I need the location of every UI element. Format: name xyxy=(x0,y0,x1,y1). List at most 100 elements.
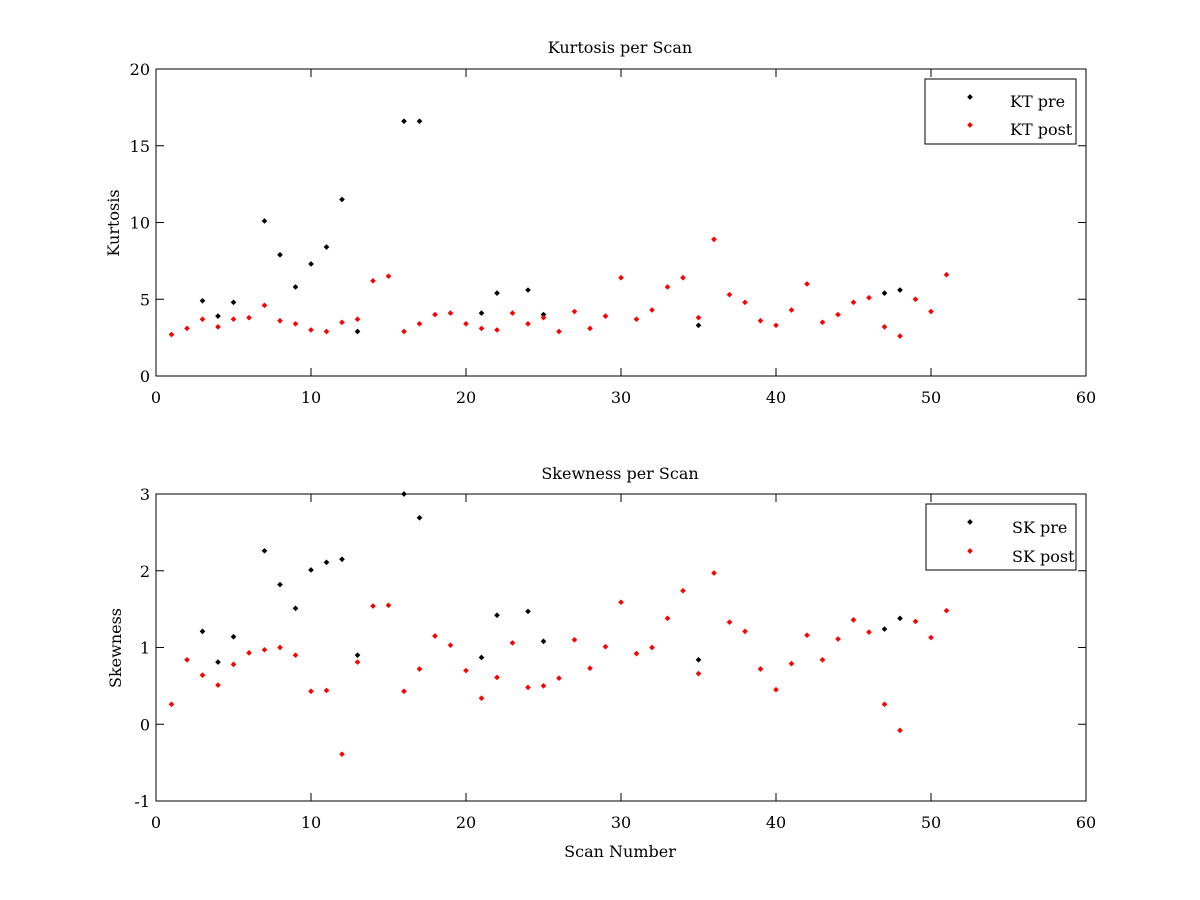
kurtosis-x-tick-label: 60 xyxy=(1076,388,1096,407)
skewness-post-point xyxy=(757,666,764,672)
skewness-post-point xyxy=(540,683,547,689)
kurtosis-post-point xyxy=(432,311,438,318)
kurtosis-post-point xyxy=(525,320,531,327)
skewness-post-point xyxy=(246,650,252,656)
skewness-legend: SK pre SK post xyxy=(925,503,1077,571)
skewness-post-point xyxy=(230,661,237,668)
kurtosis-pre-point xyxy=(494,290,500,296)
skewness-x-tick-label: 50 xyxy=(921,813,941,832)
kurtosis-post-point xyxy=(339,319,345,326)
skewness-post-point xyxy=(711,570,717,576)
kurtosis-post-point xyxy=(742,299,748,306)
skewness-x-tick-label: 0 xyxy=(151,813,161,832)
kurtosis-post-point xyxy=(602,313,609,319)
kurtosis-post-point xyxy=(478,325,485,332)
skewness-x-axis-label: Scan Number xyxy=(564,842,676,861)
skewness-y-tick-label: 2 xyxy=(140,562,150,581)
kurtosis-y-tick-label: 15 xyxy=(130,137,150,156)
kurtosis-post-point xyxy=(215,324,221,330)
kurtosis-post-point xyxy=(416,320,423,327)
skewness-pre-point xyxy=(215,659,221,665)
kurtosis-post-point xyxy=(788,307,795,313)
skewness-post-point xyxy=(354,659,361,665)
skewness-pre-point xyxy=(354,652,361,659)
kurtosis-post-point xyxy=(292,320,299,327)
kurtosis-post-point xyxy=(370,278,376,284)
kurtosis-y-tick-label: 0 xyxy=(140,367,150,386)
skewness-legend-label-pre: SK pre xyxy=(1012,518,1067,537)
skewness-legend-marker-pre xyxy=(967,519,973,525)
kurtosis-legend-label-post: KT post xyxy=(1010,120,1073,139)
skewness-post-point xyxy=(587,665,593,672)
skewness-y-tick-label: 0 xyxy=(140,715,150,734)
skewness-post-point xyxy=(261,646,268,653)
kurtosis-x-tick-label: 10 xyxy=(301,388,321,407)
skewness-pre-point xyxy=(323,559,330,566)
kurtosis-post-point xyxy=(261,302,268,309)
kurtosis-pre-point xyxy=(215,313,221,319)
skewness-post-point xyxy=(819,656,826,663)
kurtosis-pre-point xyxy=(323,244,330,250)
skewness-pre-point xyxy=(339,556,345,563)
kurtosis-post-point xyxy=(184,325,190,332)
kurtosis-x-tick-label: 20 xyxy=(456,388,476,407)
skewness-y-tick-label: -1 xyxy=(134,792,150,811)
kurtosis-post-point xyxy=(463,320,469,327)
skewness-x-tick-label: 20 xyxy=(456,813,476,832)
kurtosis-post-point xyxy=(850,299,857,306)
skewness-post-point xyxy=(385,602,392,609)
kurtosis-post-point xyxy=(835,311,841,318)
kurtosis-post-point xyxy=(928,308,934,315)
kurtosis-chart-title: Kurtosis per Scan xyxy=(548,38,692,57)
skewness-pre-point xyxy=(261,547,268,554)
skewness-post-point xyxy=(277,644,283,651)
kurtosis-pre-point xyxy=(339,196,345,203)
skewness-post-point xyxy=(323,687,330,694)
skewness-pre-point xyxy=(277,581,283,588)
skewness-post-point xyxy=(773,686,779,693)
skewness-legend-label-post: SK post xyxy=(1012,547,1075,566)
kurtosis-post-point xyxy=(556,328,562,335)
kurtosis-x-tick-label: 40 xyxy=(766,388,786,407)
skewness-legend-box xyxy=(925,503,1077,571)
skewness-post-point xyxy=(401,688,407,695)
skewness-pre-point xyxy=(494,612,500,619)
skewness-x-tick-label: 10 xyxy=(301,813,321,832)
skewness-post-point xyxy=(556,675,562,682)
kurtosis-subplot: Kurtosis per Scan 0 10 20 30 40 50 6005101520 … xyxy=(104,38,1096,407)
kurtosis-pre-point xyxy=(478,310,485,316)
skewness-pre-point xyxy=(525,608,531,615)
skewness-post-point xyxy=(525,684,531,691)
kurtosis-legend-marker-post xyxy=(967,122,973,128)
skewness-post-point xyxy=(494,674,500,681)
skewness-post-point xyxy=(633,650,640,657)
kurtosis-post-point xyxy=(230,316,237,323)
skewness-y-axis-label: Skewness xyxy=(106,608,125,688)
kurtosis-x-tick-label: 0 xyxy=(151,388,161,407)
skewness-post-point xyxy=(897,727,903,734)
kurtosis-post-point xyxy=(401,328,407,335)
skewness-x-tick-label: 60 xyxy=(1076,813,1096,832)
kurtosis-post-point xyxy=(819,319,826,326)
skewness-post-point xyxy=(804,632,810,639)
skewness-post-point xyxy=(881,701,888,708)
kurtosis-pre-point xyxy=(897,287,903,293)
skewness-post-point xyxy=(726,619,733,626)
skewness-post-point xyxy=(478,695,485,701)
skewness-post-point xyxy=(788,660,795,667)
skewness-post-point xyxy=(866,629,872,635)
skewness-chart-title: Skewness per Scan xyxy=(541,464,698,483)
kurtosis-data-points xyxy=(168,118,950,339)
skewness-pre-point xyxy=(230,633,237,640)
kurtosis-pre-point xyxy=(230,299,237,306)
skewness-post-point xyxy=(618,599,624,606)
kurtosis-pre-point xyxy=(881,290,888,296)
kurtosis-pre-point xyxy=(695,322,702,329)
kurtosis-legend: KT pre KT post xyxy=(924,78,1077,145)
kurtosis-y-axis-label: Kurtosis xyxy=(104,189,123,256)
skewness-post-point xyxy=(339,751,345,758)
skewness-pre-point xyxy=(897,615,903,622)
skewness-post-point xyxy=(695,670,702,677)
